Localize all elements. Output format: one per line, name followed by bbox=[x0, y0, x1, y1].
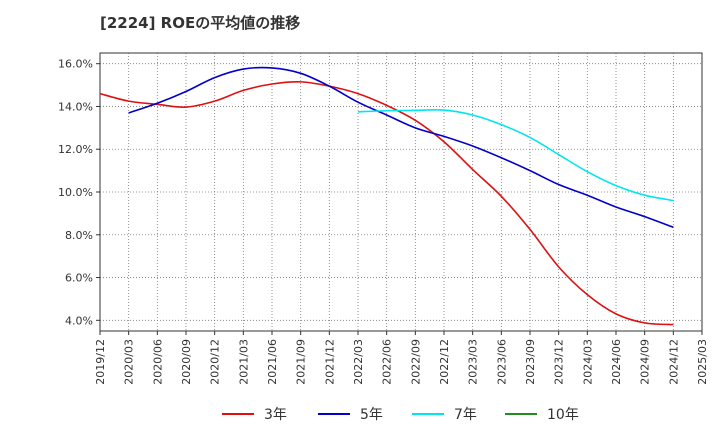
x-tick-label: 2019/12 bbox=[94, 339, 107, 385]
x-tick-label: 2022/09 bbox=[409, 339, 422, 385]
x-tick-label: 2020/12 bbox=[209, 339, 222, 385]
x-tick-label: 2021/06 bbox=[266, 339, 279, 385]
x-tick-label: 2024/06 bbox=[610, 339, 623, 385]
x-tick-label: 2023/12 bbox=[553, 339, 566, 385]
x-axis: 2019/12 2020/03 2020/06 2020/09 2020/12 2021/… bbox=[94, 331, 709, 385]
y-tick-label: 8.0% bbox=[65, 229, 93, 242]
x-tick-label: 2020/06 bbox=[151, 339, 164, 385]
legend-label-1: 5年 bbox=[360, 407, 383, 423]
x-tick-label: 2022/06 bbox=[381, 339, 394, 385]
x-tick-label: 2023/03 bbox=[467, 339, 480, 385]
x-tick-label: 2021/03 bbox=[237, 339, 250, 385]
series-line-0 bbox=[99, 81, 674, 326]
x-tick-label: 2023/06 bbox=[495, 339, 508, 385]
x-tick-label: 2024/09 bbox=[639, 339, 652, 385]
y-tick-label: 4.0% bbox=[65, 314, 93, 327]
x-tick-label: 2021/12 bbox=[323, 339, 336, 385]
y-tick-label: 6.0% bbox=[65, 272, 93, 285]
x-tick-label: 2020/03 bbox=[123, 339, 136, 385]
series-line-1 bbox=[128, 66, 674, 229]
y-tick-label: 12.0% bbox=[58, 143, 93, 156]
x-tick-label: 2024/03 bbox=[581, 339, 594, 385]
y-tick-label: 10.0% bbox=[58, 186, 93, 199]
y-axis: 4.0% 6.0% 8.0% 10.0% 12.0% 14.0% 16.0% bbox=[58, 58, 100, 327]
legend: 3年 5年 7年 10年 bbox=[222, 407, 579, 423]
grid-lines bbox=[100, 53, 702, 331]
legend-label-2: 7年 bbox=[454, 407, 477, 423]
series-lines bbox=[99, 66, 674, 326]
y-tick-label: 14.0% bbox=[58, 100, 93, 113]
chart-title: [2224] ROEの平均値の推移 bbox=[100, 14, 300, 32]
x-tick-label: 2022/12 bbox=[438, 339, 451, 385]
x-tick-label: 2024/12 bbox=[667, 339, 680, 385]
x-tick-label: 2025/03 bbox=[696, 339, 709, 385]
legend-label-0: 3年 bbox=[264, 407, 287, 423]
series-line-2 bbox=[357, 108, 674, 202]
x-tick-label: 2021/09 bbox=[295, 339, 308, 385]
x-tick-label: 2022/03 bbox=[352, 339, 365, 385]
legend-label-3: 10年 bbox=[547, 407, 579, 423]
x-tick-label: 2023/09 bbox=[524, 339, 537, 385]
x-tick-label: 2020/09 bbox=[180, 339, 193, 385]
y-tick-label: 16.0% bbox=[58, 58, 93, 71]
